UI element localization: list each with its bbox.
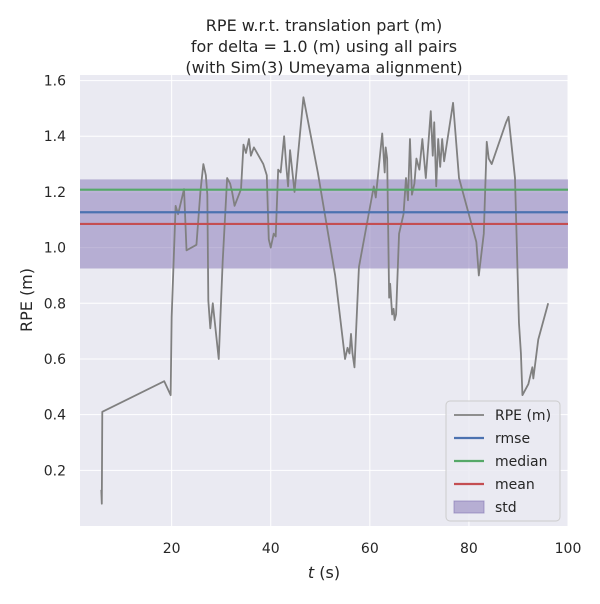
legend-label-median: median: [495, 454, 547, 470]
legend-label-RPE (m): RPE (m): [495, 408, 551, 424]
x-axis-label-var: t: [308, 563, 315, 582]
data-layer: [80, 96, 568, 505]
rpe-series-line: [100, 96, 550, 505]
legend: RPE (m) rmse median mean std: [445, 400, 561, 522]
legend-label-mean: mean: [495, 477, 535, 493]
legend-swatch-std: [453, 500, 485, 514]
x-tick-label: 40: [262, 541, 280, 557]
legend-label-rmse: rmse: [495, 431, 530, 447]
y-tick-label: 1.2: [44, 185, 66, 201]
chart-title-line-3: (with Sim(3) Umeyama alignment): [185, 58, 462, 77]
x-axis-label-unit: (s): [314, 563, 340, 582]
x-tick-label: 100: [555, 541, 582, 557]
x-axis-label: t (s): [308, 563, 340, 582]
y-tick-label: 0.2: [44, 463, 66, 479]
y-tick-label: 1.6: [44, 74, 66, 90]
y-tick-label: 0.4: [44, 408, 66, 424]
legend-box: [445, 400, 561, 522]
y-tick-label: 1.4: [44, 129, 66, 145]
y-tick-label: 1.0: [44, 241, 66, 257]
chart-title-line-1: RPE w.r.t. translation part (m): [206, 16, 442, 35]
y-axis-label: RPE (m): [17, 268, 36, 332]
y-tick-label: 0.6: [44, 352, 66, 368]
legend-label-std: std: [495, 500, 517, 516]
y-tick-label: 0.8: [44, 296, 66, 312]
tick-labels: 20 40 60 80 100 0.2 0.4 0.6 0.8 1.0 1.2 1.4 1.6: [44, 74, 582, 557]
chart-titles: RPE w.r.t. translation part (m) for delt…: [17, 16, 463, 582]
x-tick-label: 20: [163, 541, 181, 557]
chart-title-line-2: for delta = 1.0 (m) using all pairs: [191, 37, 457, 56]
x-tick-label: 80: [460, 541, 478, 557]
x-tick-label: 60: [361, 541, 379, 557]
